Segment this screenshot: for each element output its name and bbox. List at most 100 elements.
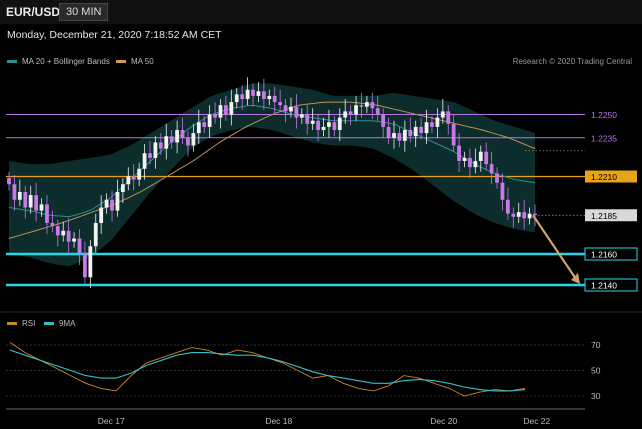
candle-body — [180, 130, 185, 138]
candle-body — [375, 108, 380, 115]
candle-body — [66, 230, 71, 242]
candle-body — [45, 204, 49, 223]
candle-body — [61, 230, 66, 236]
candle-body — [164, 136, 169, 149]
candle-body — [359, 105, 364, 107]
rsi-legend: RSI — [7, 319, 35, 328]
candle-body — [72, 238, 76, 242]
ma20-legend-label: MA 20 + Bollinger Bands — [22, 57, 110, 66]
candle-body — [451, 123, 456, 146]
symbol-label: EUR/USD — [6, 5, 61, 19]
candle-body — [484, 151, 489, 165]
candle-body — [120, 184, 125, 192]
candle-body — [495, 173, 499, 183]
candle-body — [39, 204, 44, 211]
timeframe-button[interactable]: 30 MIN — [59, 3, 109, 21]
candle-body — [218, 105, 223, 118]
candle-body — [294, 106, 299, 118]
candle-body — [148, 153, 152, 158]
chart-datetime: Monday, December 21, 2020 7:18:52 AM CET — [7, 29, 222, 41]
candle-body — [516, 212, 521, 217]
rsi-ma-line — [9, 349, 526, 392]
candle-body — [261, 91, 266, 99]
candle-body — [224, 105, 228, 115]
ma20-line — [8, 104, 536, 218]
candle-body — [115, 192, 120, 211]
forecast-arrow-line — [532, 214, 577, 280]
candle-body — [7, 178, 11, 185]
candle-body — [527, 213, 532, 219]
candle-body — [137, 168, 142, 180]
candle-body — [240, 94, 245, 99]
candle-body — [316, 120, 320, 130]
candle-body — [462, 157, 467, 161]
ma50-legend-label: MA 50 — [131, 57, 154, 66]
candle-body — [142, 153, 147, 169]
candle-body — [343, 111, 348, 118]
candle-body — [104, 199, 109, 208]
ma50-legend: MA 50 — [116, 57, 154, 66]
candle-body — [473, 161, 478, 168]
rsi-swatch — [7, 322, 17, 326]
candle-body — [93, 223, 98, 247]
level-tag-4 — [584, 247, 638, 261]
candle-body — [229, 102, 234, 115]
rsi-ma-legend-label: 9MA — [59, 319, 76, 328]
candle-body — [381, 114, 386, 127]
rsi-line — [9, 342, 526, 397]
candle-body — [234, 94, 239, 103]
candle-body — [99, 207, 104, 223]
x-tick-label: Dec 22 — [523, 416, 550, 426]
candle-body — [511, 213, 516, 217]
candle-body — [310, 120, 315, 124]
candle-body — [55, 226, 60, 236]
candle-body — [23, 192, 28, 208]
candle-body — [468, 157, 472, 168]
candle-body — [533, 213, 537, 216]
candle-body — [435, 117, 440, 127]
candle-body — [251, 89, 255, 96]
rsi-legend-label: RSI — [22, 319, 36, 328]
candle-body — [446, 111, 451, 124]
x-tick-label: Dec 17 — [98, 416, 125, 426]
candle-body — [424, 122, 429, 134]
candle-body — [522, 212, 527, 219]
candle-body — [408, 130, 413, 137]
candle-body — [283, 105, 288, 112]
rsi-ma-legend: 9MA — [44, 319, 75, 328]
candle-body — [478, 151, 483, 161]
candle-body — [402, 130, 407, 141]
candle-body — [489, 164, 494, 174]
ma20-swatch — [7, 60, 17, 64]
top-bar: EUR/USD 30 MIN — [0, 0, 642, 24]
level-tag-5 — [584, 278, 638, 292]
level-label-1: 1.2235 — [591, 133, 617, 143]
candle-body — [440, 111, 445, 118]
candle-body — [289, 106, 293, 112]
candle-body — [278, 102, 283, 106]
rsi-tick-label: 70 — [591, 340, 601, 350]
candle-body — [196, 122, 201, 134]
level-label-4: 1.2160 — [591, 250, 617, 260]
candle-body — [169, 136, 174, 143]
candle-body — [305, 114, 310, 124]
candle-body — [191, 133, 196, 146]
level-label-3: 1.2185 — [591, 211, 617, 221]
candle-body — [457, 145, 461, 161]
candle-body — [370, 102, 375, 109]
candle-body — [77, 238, 82, 254]
candle-body — [17, 192, 22, 200]
candle-body — [110, 199, 114, 211]
candle-body — [267, 95, 272, 99]
candle-body — [272, 95, 277, 103]
bollinger-band-area — [9, 83, 535, 267]
candle-body — [337, 117, 342, 130]
candle-body — [126, 176, 131, 185]
candle-body — [386, 126, 391, 138]
x-tick-label: Dec 18 — [265, 416, 292, 426]
level-label-5: 1.2140 — [591, 281, 617, 291]
ma20-legend: MA 20 + Bollinger Bands — [7, 57, 110, 66]
candle-body — [186, 137, 190, 146]
candle-body — [299, 114, 304, 118]
